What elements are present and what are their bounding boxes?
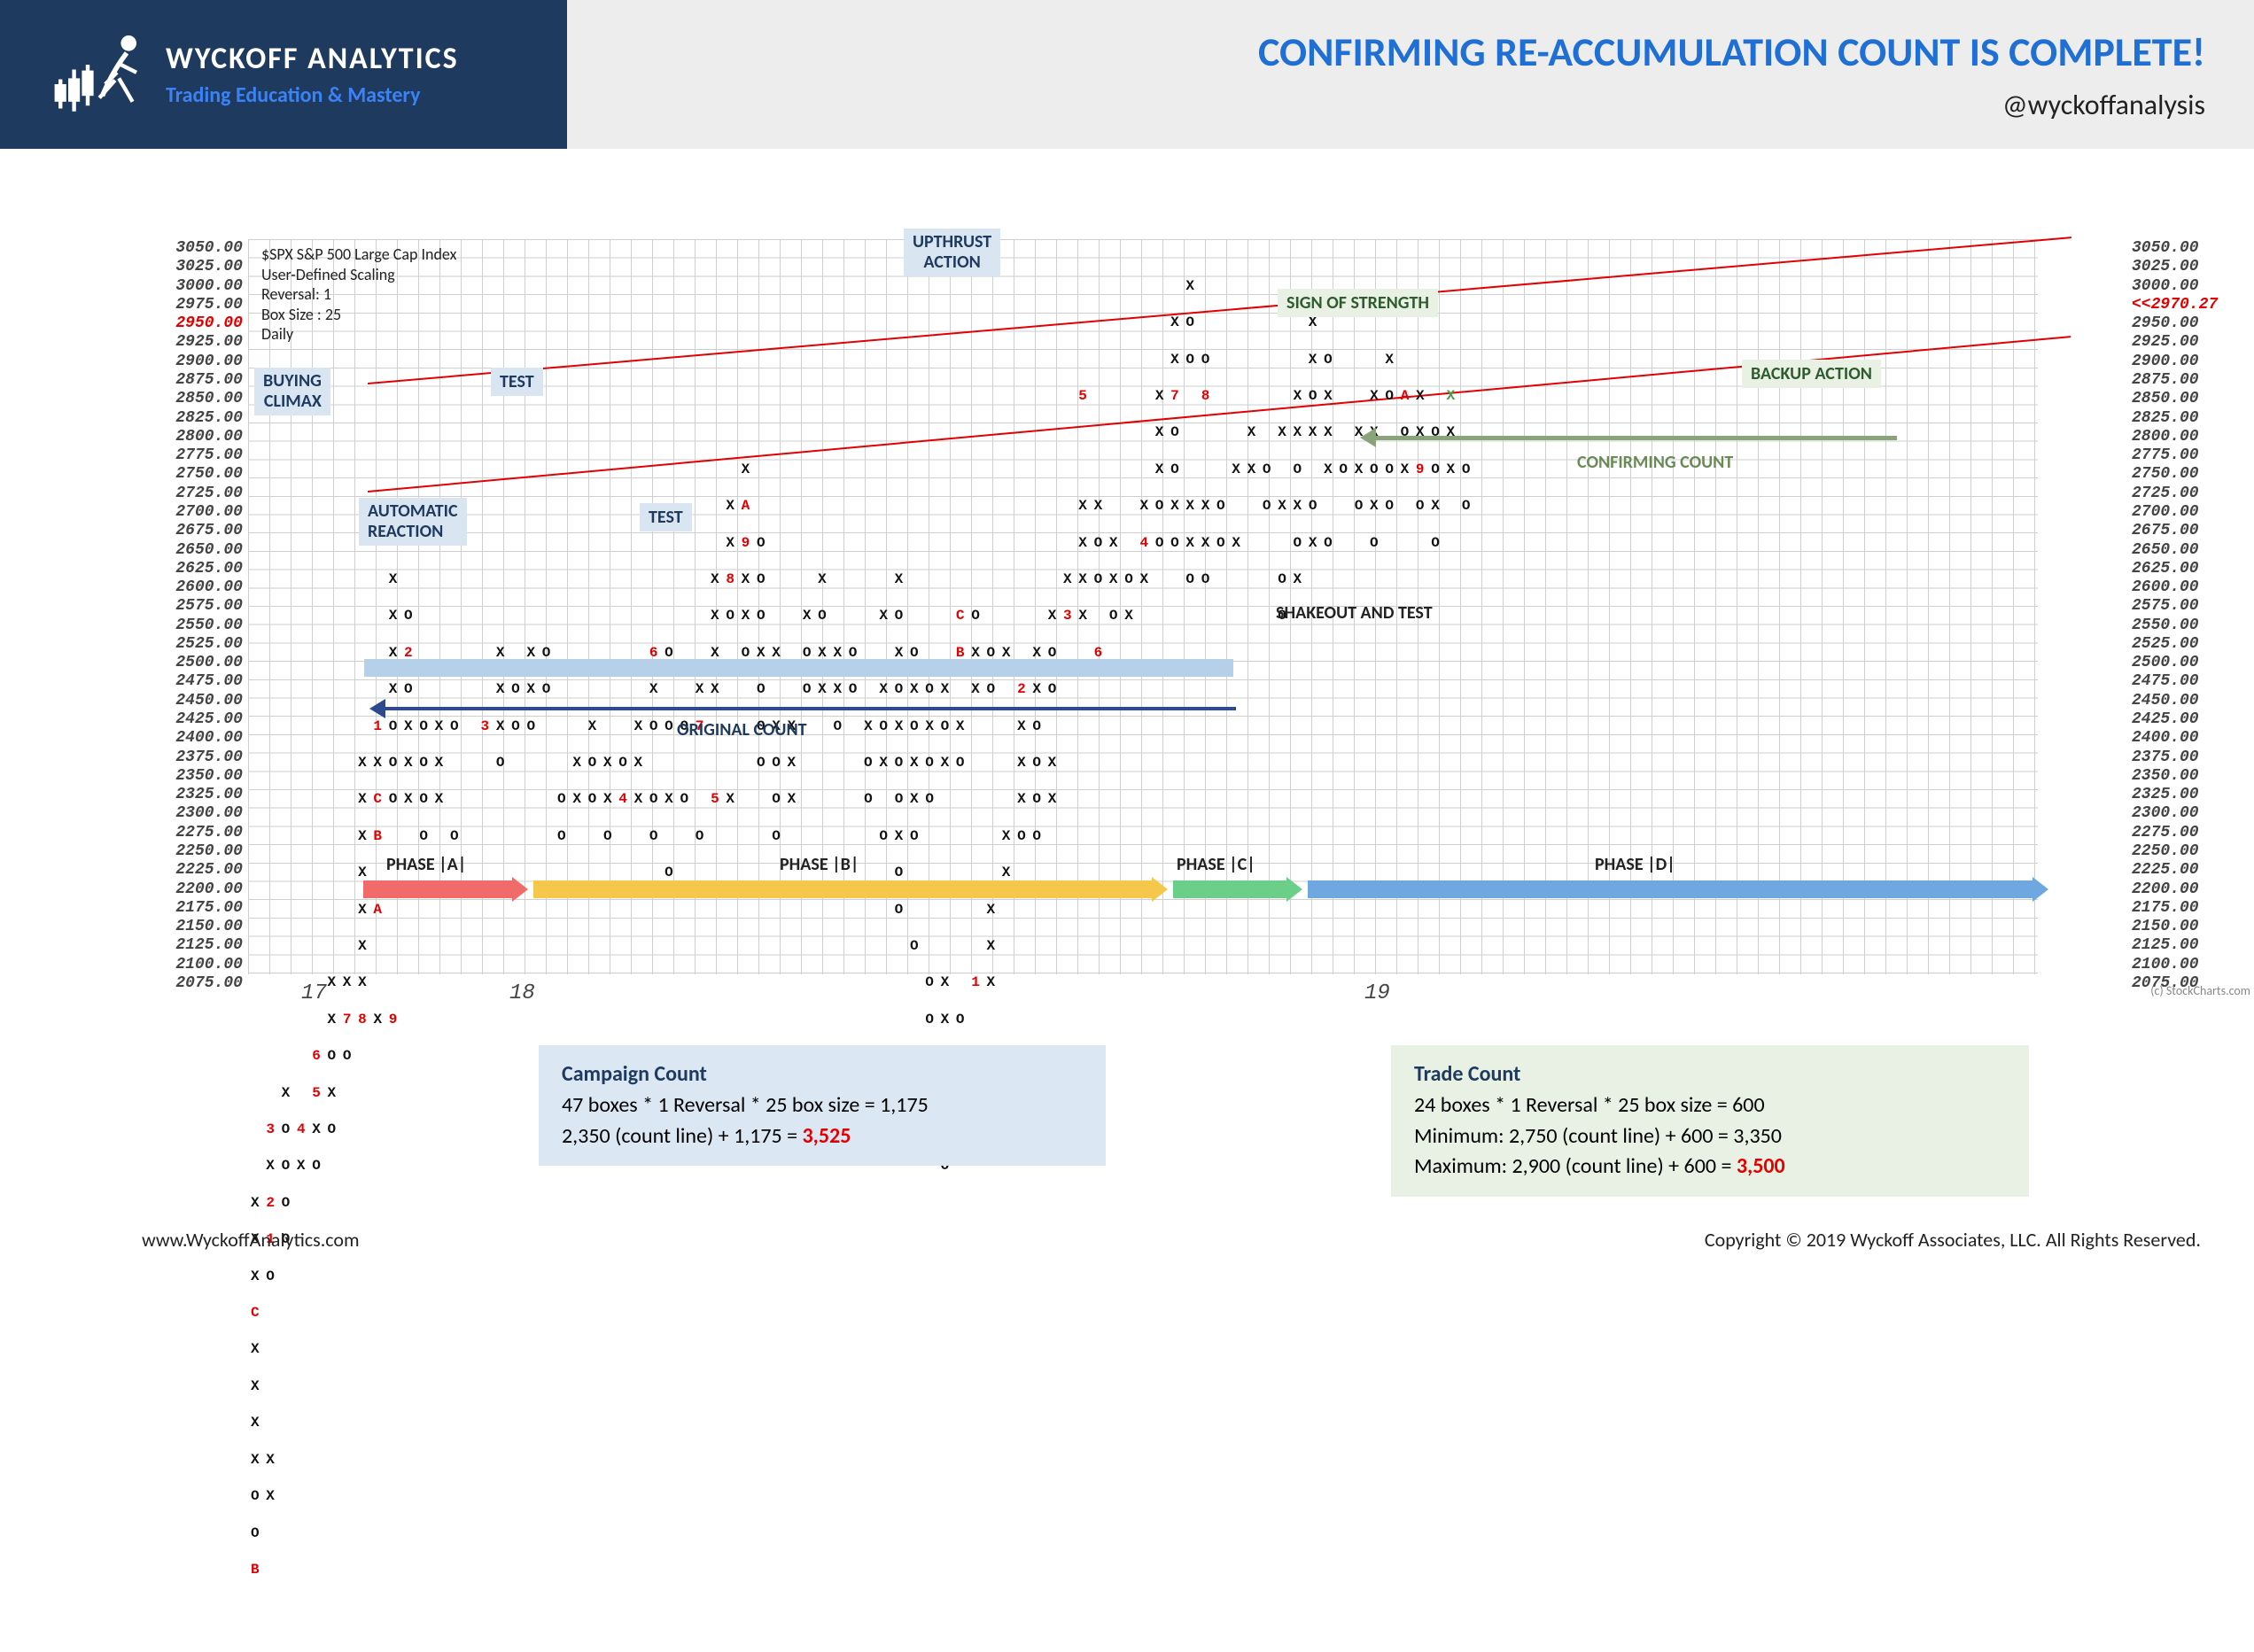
campaign-count-box: Campaign Count 47 boxes * 1 Reversal * 2… xyxy=(539,1045,1106,1166)
pnf-chart: X XO X XOO XO X xyxy=(251,259,1492,1652)
ann-test-2: TEST xyxy=(640,503,692,531)
original-count-arrow xyxy=(384,707,1236,710)
phase-d-label: PHASE |D| xyxy=(1595,854,1675,875)
trade-title: Trade Count xyxy=(1414,1059,2006,1090)
ann-sos: SIGN OF STRENGTH xyxy=(1278,289,1438,317)
brand-tag: Trading Education & Mastery xyxy=(166,82,459,108)
confirming-count-label: CONFIRMING COUNT xyxy=(1577,452,1733,473)
y-axis-left: 3050.003025.003000.002975.002950.002925.… xyxy=(119,239,243,974)
phase-c-arrow xyxy=(1173,880,1288,898)
brand-name: WYCKOFF ANALYTICS xyxy=(166,41,459,77)
campaign-l2: 2,350 (count line) + 1,175 = 3,525 xyxy=(562,1121,1083,1152)
phase-b-arrow xyxy=(533,880,1154,898)
ann-shakeout: SHAKEOUT AND TEST xyxy=(1276,602,1433,624)
phase-a-arrow xyxy=(363,880,514,898)
title-block: CONFIRMING RE-ACCUMULATION COUNT IS COMP… xyxy=(567,0,2254,149)
trade-l3: Maximum: 2,900 (count line) + 600 = 3,50… xyxy=(1414,1152,2006,1183)
ann-auto-reaction: AUTOMATICREACTION xyxy=(359,498,467,546)
ann-buying-climax: BUYINGCLIMAX xyxy=(254,368,330,415)
chart-area: 3050.003025.003000.002975.002950.002925.… xyxy=(124,239,2144,1063)
campaign-l1: 47 boxes * 1 Reversal * 25 box size = 1,… xyxy=(562,1090,1083,1121)
campaign-title: Campaign Count xyxy=(562,1059,1083,1090)
phase-c-label: PHASE |C| xyxy=(1177,854,1255,875)
trade-count-box: Trade Count 24 boxes * 1 Reversal * 25 b… xyxy=(1391,1045,2029,1197)
ann-upthrust: UPTHRUSTACTION xyxy=(904,229,1000,276)
footer-right: Copyright © 2019 Wyckoff Associates, LLC… xyxy=(1705,1228,2201,1252)
phase-d-arrow xyxy=(1308,880,2034,898)
trade-l2: Minimum: 2,750 (count line) + 600 = 3,35… xyxy=(1414,1121,2006,1152)
social-handle: @wyckoffanalysis xyxy=(2002,88,2205,122)
candlestick-runner-icon xyxy=(49,26,146,123)
confirming-count-arrow xyxy=(1374,436,1897,440)
header: WYCKOFF ANALYTICS Trading Education & Ma… xyxy=(0,0,2254,149)
y-axis-right: 3050.003025.003000.00<<2970.272950.00292… xyxy=(2132,239,2254,974)
phase-a-label: PHASE |A| xyxy=(386,854,466,875)
page-title: CONFIRMING RE-ACCUMULATION COUNT IS COMP… xyxy=(1258,27,2205,77)
original-count-bar xyxy=(364,659,1233,677)
original-count-label: ORIGINAL COUNT xyxy=(677,719,807,741)
footer-left: www.WyckoffAnalytics.com xyxy=(142,1228,360,1252)
trade-l1: 24 boxes * 1 Reversal * 25 box size = 60… xyxy=(1414,1090,2006,1121)
ann-test-1: TEST xyxy=(491,368,543,396)
stockcharts-credit: (c) StockCharts.com xyxy=(2150,983,2250,998)
logo-block: WYCKOFF ANALYTICS Trading Education & Ma… xyxy=(0,0,567,149)
phase-b-label: PHASE |B| xyxy=(780,854,859,875)
ann-backup: BACKUP ACTION xyxy=(1742,360,1881,388)
